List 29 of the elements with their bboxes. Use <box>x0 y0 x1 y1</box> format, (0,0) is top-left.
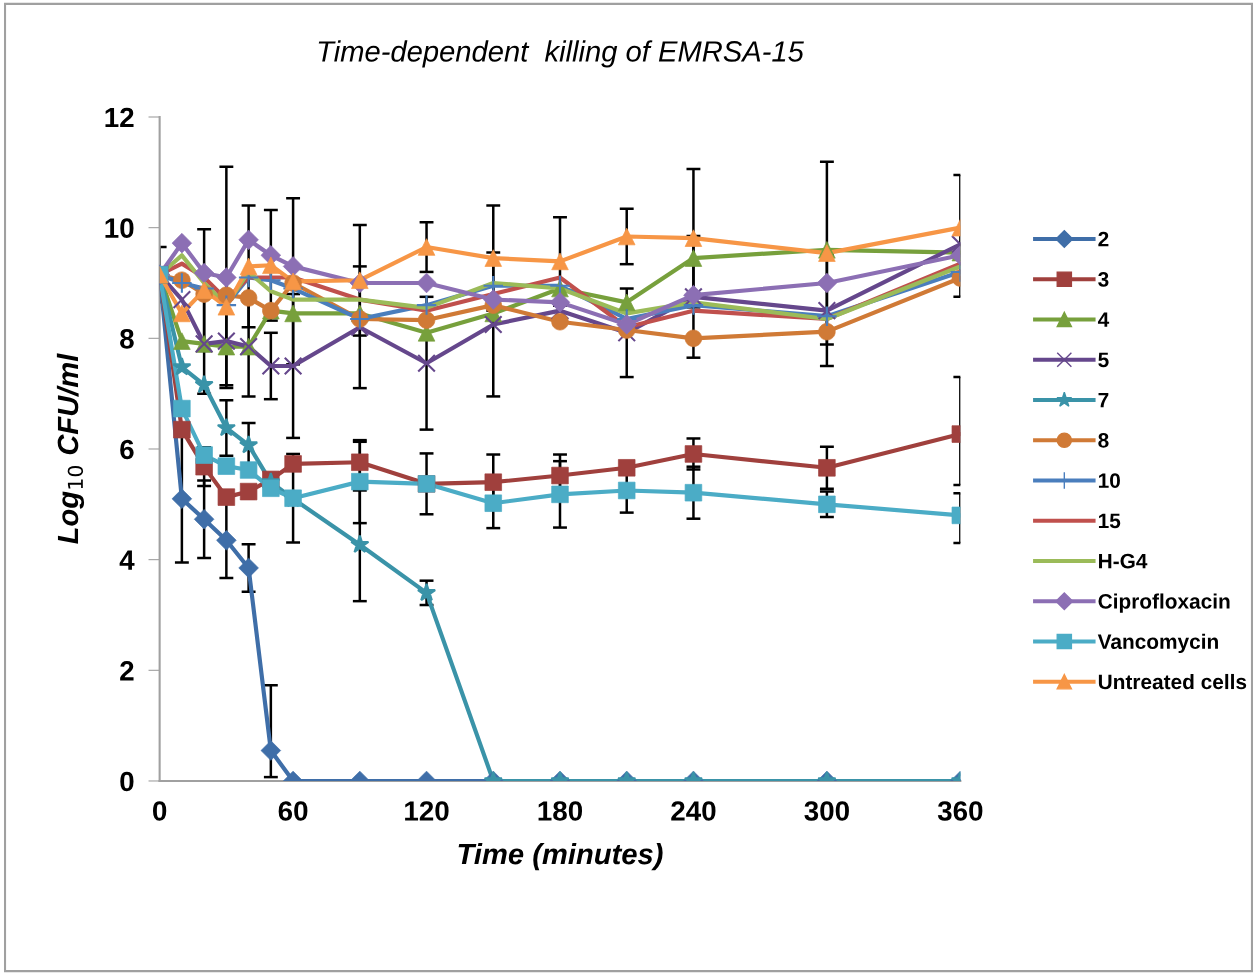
legend-label: Untreated cells <box>1098 673 1247 690</box>
legend-label: 8 <box>1098 432 1109 448</box>
y-tick-label: 6 <box>120 439 134 460</box>
y-tick-label: 12 <box>105 107 134 128</box>
y-tick-label: 0 <box>120 771 134 792</box>
y-tick-label: 8 <box>120 328 134 349</box>
y-tick-label: 4 <box>119 550 135 570</box>
x-axis-title: Time (minutes) <box>458 842 663 871</box>
x-tick-label: 120 <box>405 801 449 821</box>
x-tick-label: 240 <box>671 801 716 821</box>
legend-label: 2 <box>1098 231 1109 247</box>
legend-label: Ciprofloxacin <box>1098 593 1230 613</box>
legend-label: 5 <box>1098 352 1109 368</box>
x-tick-label: 0 <box>153 801 167 821</box>
y-axis-title: Log$_{10}$ CFU/ml <box>56 353 85 544</box>
legend-label: 4 <box>1097 312 1110 327</box>
legend-label: H-G4 <box>1099 553 1148 569</box>
legend-label: Vancomycin <box>1097 633 1218 654</box>
legend-label: 3 <box>1098 271 1109 287</box>
legend-label: 10 <box>1098 473 1120 488</box>
x-tick-label: 60 <box>278 801 308 821</box>
legend-label: 15 <box>1098 513 1121 529</box>
x-tick-label: 180 <box>538 801 583 821</box>
chart-title: Time-dependent killing of EMRSA-15 <box>318 40 804 68</box>
x-tick-label: 300 <box>804 801 849 821</box>
y-tick-label: 10 <box>105 218 134 238</box>
legend-label: 7 <box>1098 392 1109 408</box>
y-tick-label: 2 <box>120 660 134 681</box>
x-tick-label: 360 <box>937 801 983 821</box>
